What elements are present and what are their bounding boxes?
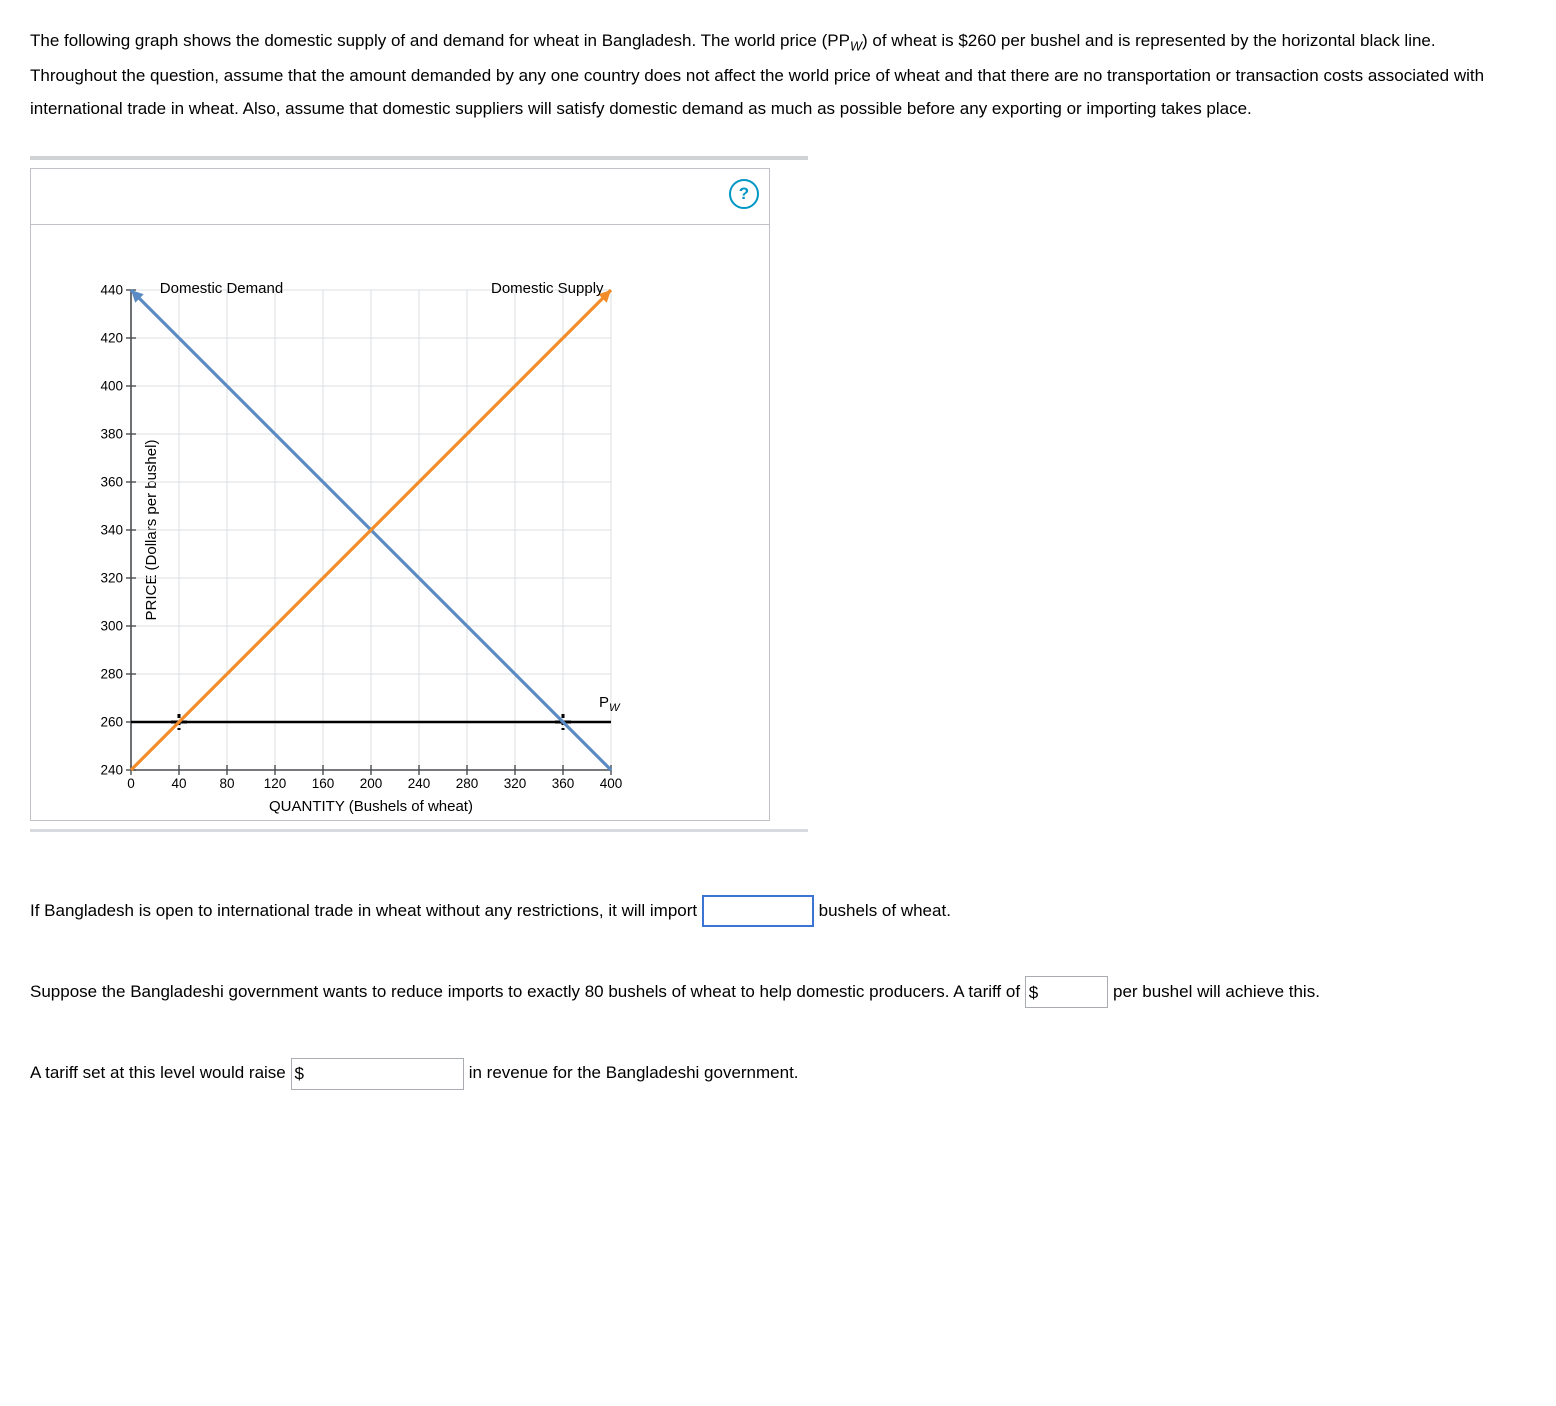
help-icon[interactable]: ? (729, 179, 759, 209)
divider-bottom (30, 829, 808, 832)
intro-text: The following graph shows the domestic s… (30, 24, 1526, 126)
x-tick-label: 160 (312, 776, 335, 791)
x-tick-label: 400 (600, 776, 623, 791)
x-axis-label: QUANTITY (Bushels of wheat) (269, 798, 473, 815)
y-tick-label: 440 (100, 282, 123, 297)
y-tick-label: 240 (100, 762, 123, 777)
chart-panel: ? PRICE (Dollars per bushel) QUANTITY (B… (30, 168, 770, 821)
y-tick-label: 380 (100, 426, 123, 441)
question-2: Suppose the Bangladeshi government wants… (30, 973, 1526, 1010)
y-tick-label: 280 (100, 666, 123, 681)
demand-series-label: Domestic Demand (160, 280, 283, 297)
divider-top (30, 156, 808, 160)
y-tick-label: 320 (100, 570, 123, 585)
y-tick-label: 400 (100, 378, 123, 393)
y-tick-label: 360 (100, 474, 123, 489)
y-tick-label: 340 (100, 522, 123, 537)
x-tick-label: 80 (219, 776, 234, 791)
x-tick-label: 320 (504, 776, 527, 791)
revenue-amount-input[interactable] (306, 1063, 460, 1085)
plot-area[interactable] (131, 290, 611, 770)
x-tick-label: 360 (552, 776, 575, 791)
x-tick-label: 280 (456, 776, 479, 791)
tariff-amount-input[interactable] (1040, 981, 1104, 1003)
x-tick-label: 0 (127, 776, 135, 791)
question-1: If Bangladesh is open to international t… (30, 892, 1526, 929)
x-tick-label: 40 (171, 776, 186, 791)
supply-series-label: Domestic Supply (491, 280, 604, 297)
chart-header: ? (31, 169, 769, 225)
import-quantity-input[interactable] (702, 895, 814, 927)
plot-container: PRICE (Dollars per bushel) QUANTITY (Bus… (131, 290, 611, 770)
x-tick-label: 120 (264, 776, 287, 791)
world-price-label: PW (599, 694, 620, 714)
y-tick-label: 420 (100, 330, 123, 345)
x-tick-label: 200 (360, 776, 383, 791)
y-tick-label: 300 (100, 618, 123, 633)
y-tick-label: 260 (100, 714, 123, 729)
question-3: A tariff set at this level would raise $… (30, 1054, 1526, 1091)
x-tick-label: 240 (408, 776, 431, 791)
